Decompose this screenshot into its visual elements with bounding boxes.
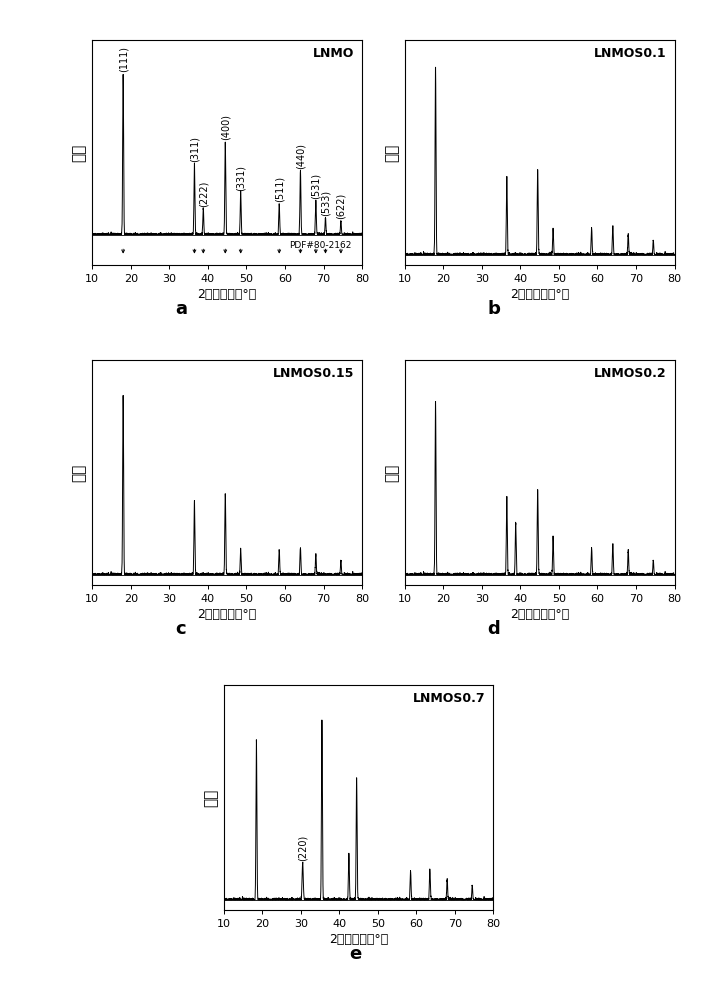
Text: LNMOS0.1: LNMOS0.1 — [594, 47, 667, 60]
Text: LNMO: LNMO — [312, 47, 354, 60]
Y-axis label: 强度: 强度 — [72, 463, 87, 482]
Text: (531): (531) — [311, 173, 321, 199]
X-axis label: 2倍袄射角（°）: 2倍袄射角（°） — [197, 288, 257, 301]
Y-axis label: 强度: 强度 — [203, 788, 218, 807]
Text: (220): (220) — [297, 835, 307, 861]
Text: e: e — [349, 945, 361, 963]
Text: b: b — [487, 300, 500, 318]
Text: LNMOS0.7: LNMOS0.7 — [413, 692, 486, 705]
X-axis label: 2倍袄射角（°）: 2倍袄射角（°） — [510, 288, 569, 301]
Y-axis label: 强度: 强度 — [384, 463, 399, 482]
X-axis label: 2倍袄射角（°）: 2倍袄射角（°） — [510, 608, 569, 621]
Text: c: c — [176, 620, 186, 638]
Text: d: d — [487, 620, 500, 638]
Text: LNMOS0.15: LNMOS0.15 — [273, 367, 354, 380]
Text: (222): (222) — [198, 181, 208, 207]
X-axis label: 2倍袄射角（°）: 2倍袄射角（°） — [197, 608, 257, 621]
X-axis label: 2倍袄射角（°）: 2倍袄射角（°） — [329, 933, 388, 946]
Text: (111): (111) — [118, 46, 128, 72]
Text: a: a — [175, 300, 187, 318]
Y-axis label: 强度: 强度 — [72, 143, 87, 162]
Text: (400): (400) — [220, 114, 230, 140]
Text: (331): (331) — [236, 165, 246, 191]
Text: (533): (533) — [320, 190, 330, 216]
Text: (311): (311) — [190, 136, 200, 162]
Text: (440): (440) — [295, 143, 305, 169]
Text: LNMOS0.2: LNMOS0.2 — [594, 367, 667, 380]
Text: (622): (622) — [336, 193, 346, 219]
Y-axis label: 强度: 强度 — [384, 143, 399, 162]
Text: PDF#80-2162: PDF#80-2162 — [289, 241, 351, 250]
Text: (511): (511) — [274, 176, 284, 202]
